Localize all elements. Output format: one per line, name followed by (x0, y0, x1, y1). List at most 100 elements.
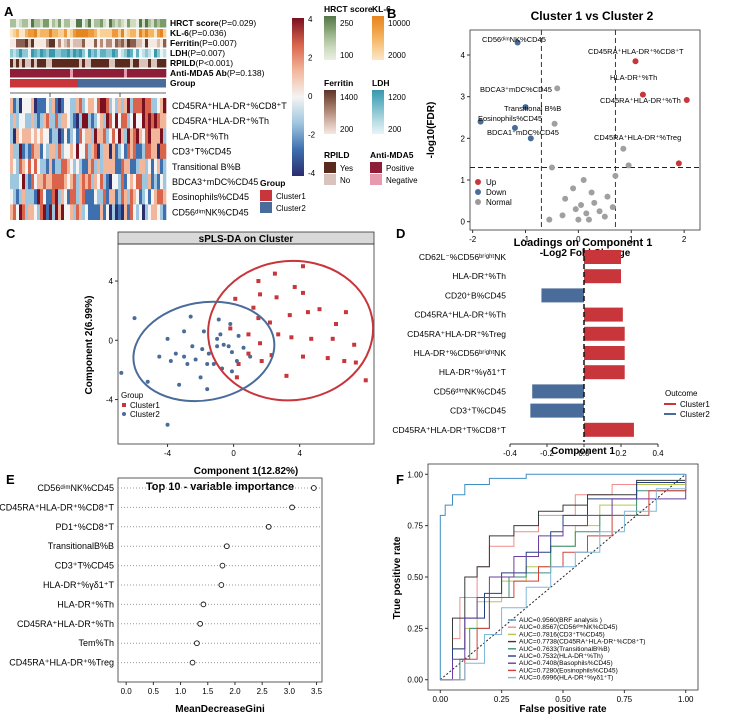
annotation-cell (133, 29, 137, 38)
cluster2-point (190, 344, 195, 349)
cluster1-point (256, 279, 261, 284)
volcano-point-normal (572, 206, 579, 213)
legend-ldh-tick-high: 1200 (388, 93, 406, 102)
annotation-cell (142, 39, 146, 48)
annotation-name: Ferritin (170, 38, 199, 48)
heatmap-cell (88, 189, 92, 205)
loading-bar (584, 326, 625, 341)
heatmap-cell (16, 128, 20, 144)
panel-a: A CD45RA⁺HLA-DR⁺%CD8⁺T CD45RA⁺HLA-DR⁺%Th H… (4, 4, 418, 220)
annotation-name: Anti-MDA5 Ab (170, 68, 227, 78)
annotation-cell (115, 59, 119, 68)
heatmap-cell (160, 113, 164, 129)
annotation-cell (25, 69, 29, 78)
heatmap-cell (97, 174, 101, 190)
annotation-cell (40, 19, 44, 28)
annotation-cell (97, 29, 101, 38)
heatmap-cell (124, 204, 128, 220)
annotation-cell (34, 29, 38, 38)
heatmap-cell (31, 174, 35, 190)
heatmap-cell (88, 113, 92, 129)
heatmap-row-label: HLA-DR⁺%Th (172, 131, 229, 141)
heatmap-cell (88, 143, 92, 160)
annotation-cell (157, 29, 161, 38)
annotation-cell (115, 39, 119, 48)
loading-label: HLA-DR⁺%γδ1⁺T (439, 367, 506, 377)
annotation-cell (43, 29, 47, 38)
annotation-cell (79, 29, 83, 38)
group-cluster1-bar (10, 79, 78, 88)
heatmap-cell (154, 113, 158, 129)
heatmap-cell (28, 113, 32, 129)
cluster2-point (193, 357, 198, 362)
importance-point (197, 620, 203, 627)
cluster1-point (300, 290, 305, 295)
panel-b-letter: B (387, 6, 396, 21)
annotation-cell (76, 19, 80, 28)
volcano-point-down (477, 118, 484, 125)
annotation-cell (124, 69, 128, 78)
importance-point (189, 659, 196, 666)
heatmap-cell (25, 204, 29, 220)
annotation-cell (22, 39, 26, 48)
label-cd45ra-cd8: CD45RA⁺HLA-DR⁺%CD8⁺T (588, 47, 684, 56)
heatmap-cell (40, 158, 44, 175)
heatmap-cell (10, 113, 14, 129)
cluster2-point (215, 336, 220, 341)
heatmap-cell (34, 113, 38, 129)
annotation-cell (130, 59, 134, 68)
heatmap-cell (55, 189, 59, 205)
annotation-cell (160, 19, 164, 28)
heatmap-cell (64, 128, 68, 144)
heatmap-cell (121, 158, 125, 175)
annotation-cell (43, 59, 47, 68)
annotation-cell (151, 49, 155, 58)
panel-c-letter: C (6, 226, 16, 241)
heatmap-cell (40, 128, 44, 144)
legend-normal-label: Normal (486, 198, 512, 207)
heatmap-cell (124, 113, 128, 129)
heatmap-cell (160, 128, 164, 144)
volcano-point-normal (612, 172, 619, 179)
annotation-cell (61, 49, 65, 58)
volcano-point-normal (562, 195, 569, 202)
heatmap-cell (64, 143, 68, 160)
heatmap-cell (13, 189, 17, 205)
annotation-cell (22, 59, 26, 68)
annotation-cell (163, 29, 167, 38)
annotation-cell (148, 39, 152, 48)
heatmap-cell (124, 128, 128, 144)
heatmap-cell (52, 113, 56, 129)
heatmap-cell (70, 204, 74, 220)
annotation-cell (46, 69, 50, 78)
annotation-cell (151, 19, 155, 28)
annotation-cell (121, 59, 125, 68)
heatmap-cell (61, 128, 65, 144)
volcano-point-up (639, 91, 646, 98)
cluster2-point (205, 362, 210, 366)
heatmap-cell (157, 204, 161, 220)
annotation-cell (58, 69, 62, 78)
heatmap-cell (37, 204, 41, 220)
annotation-cell (79, 19, 83, 28)
cluster1-point (284, 373, 289, 378)
cluster2-point (188, 314, 193, 319)
volcano-annotations: CD56ᵈⁱᵐNK%CD45 CD45RA⁺HLA-DR⁺%CD8⁺T HLA-… (478, 35, 684, 142)
heatmap-cell (145, 128, 149, 144)
annotation-cell (157, 59, 161, 68)
heatmap-cell (163, 128, 167, 144)
heatmap-cell (133, 174, 137, 190)
legend-mda5-swatch (370, 174, 382, 185)
annotation-cell (79, 49, 83, 58)
heatmap-cell (76, 128, 80, 144)
annotation-cell (100, 39, 104, 48)
heatmap-cell (10, 174, 14, 190)
heatmap-cell (100, 158, 104, 175)
heatmap-cell (124, 189, 128, 205)
heatmap-cell (139, 174, 143, 190)
y-tick-label: 0.25 (407, 624, 423, 633)
legend-cluster2-circle (122, 412, 126, 416)
annotation-cell (136, 49, 140, 58)
legend-rpild-label: No (340, 176, 351, 185)
heatmap-cell (79, 158, 83, 175)
